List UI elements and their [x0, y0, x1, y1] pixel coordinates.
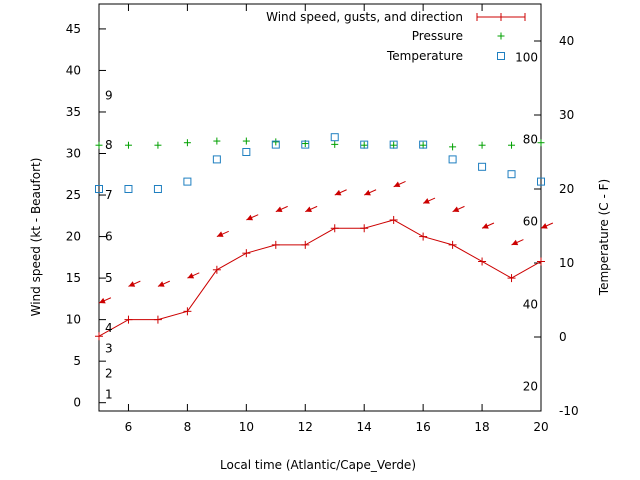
temperature-point	[95, 185, 103, 193]
y2-tick-label: 20	[559, 182, 574, 196]
temperature-point	[183, 177, 192, 186]
plot-frame	[98, 3, 542, 412]
wind-speed-line	[98, 219, 542, 337]
y-tick-label: 45	[66, 22, 81, 36]
temperature-point	[478, 162, 487, 171]
beaufort-label: 2	[105, 367, 113, 381]
wind-direction-arrowhead	[482, 223, 489, 229]
y2-tick-label: 10	[559, 256, 574, 270]
x-tick-label: 6	[125, 420, 133, 434]
wind-direction-arrowhead	[393, 181, 401, 188]
wind-direction-arrowhead	[423, 198, 430, 204]
temperature-point	[271, 140, 280, 149]
fahrenheit-label: 60	[523, 215, 538, 229]
wind-direction-arrowhead	[452, 206, 460, 212]
wind-direction-arrowhead	[187, 272, 195, 279]
fahrenheit-label: 80	[523, 132, 538, 146]
temperature-point	[242, 148, 251, 156]
series-layer	[95, 133, 554, 341]
temperature-point	[212, 155, 221, 164]
temperature-point	[507, 170, 516, 179]
y-tick-label: 5	[73, 354, 81, 368]
temperature-point	[301, 140, 310, 149]
legend-label-wind: Wind speed, gusts, and direction	[266, 10, 463, 24]
legend-sample-temperature	[497, 52, 505, 60]
x-tick-label: 14	[357, 420, 372, 434]
beaufort-label: 3	[105, 342, 113, 356]
beaufort-label: 4	[105, 321, 113, 335]
label-layer: Local time (Atlantic/Cape_Verde) Wind sp…	[29, 22, 611, 472]
beaufort-label: 7	[105, 188, 113, 202]
wind-direction-arrowhead	[275, 206, 283, 212]
wind-direction-arrowhead	[246, 214, 254, 221]
y2-axis-label: Temperature (C - F)	[597, 179, 611, 296]
x-tick-label: 10	[239, 420, 254, 434]
temperature-point	[419, 140, 428, 149]
x-tick-label: 12	[298, 420, 313, 434]
x-tick-label: 18	[474, 420, 489, 434]
fahrenheit-label: 40	[523, 297, 538, 311]
fahrenheit-label: 20	[523, 380, 538, 394]
y-tick-label: 20	[66, 230, 81, 244]
beaufort-label: 1	[105, 387, 113, 401]
y-tick-label: 40	[66, 63, 81, 77]
temperature-point	[389, 140, 398, 149]
legend-label-temperature: Temperature	[386, 49, 463, 63]
temperature-point	[124, 185, 133, 193]
temperature-point	[448, 155, 457, 164]
wind-direction-arrowhead	[157, 281, 165, 287]
legend: Wind speed, gusts, and direction Pressur…	[266, 10, 526, 63]
wind-direction-arrowhead	[128, 281, 136, 287]
y2-tick-label: 0	[559, 330, 567, 344]
wind-direction-arrowhead	[216, 231, 224, 237]
x-tick-label: 20	[533, 420, 548, 434]
y-tick-label: 15	[66, 271, 81, 285]
y2-tick-label: -10	[559, 404, 579, 418]
beaufort-label: 5	[105, 271, 113, 285]
beaufort-label: 6	[105, 230, 113, 244]
temperature-point	[330, 133, 339, 142]
wind-direction-arrowhead	[305, 206, 312, 212]
y-tick-label: 10	[66, 313, 81, 327]
wind-direction-arrowhead	[364, 189, 371, 196]
x-axis-label: Local time (Atlantic/Cape_Verde)	[220, 458, 416, 472]
fahrenheit-label: 100	[515, 50, 538, 64]
y2-tick-label: 30	[559, 108, 574, 122]
axes-layer	[98, 3, 542, 412]
y-axis-label: Wind speed (kt - Beaufort)	[29, 158, 43, 317]
y2-tick-label: 40	[559, 34, 574, 48]
legend-label-pressure: Pressure	[412, 29, 463, 43]
wind-direction-arrowhead	[334, 189, 342, 196]
x-tick-label: 8	[184, 420, 192, 434]
y-tick-label: 25	[66, 188, 81, 202]
beaufort-label: 9	[105, 88, 113, 102]
temperature-point	[537, 177, 545, 186]
wind-direction-arrowhead	[99, 297, 106, 304]
wind-direction-arrowhead	[511, 239, 519, 246]
temperature-point	[153, 185, 162, 193]
beaufort-label: 8	[105, 138, 113, 152]
wind-direction-arrowhead	[541, 223, 548, 229]
x-tick-label: 16	[415, 420, 430, 434]
y-tick-label: 0	[73, 396, 81, 410]
temperature-point	[360, 140, 369, 149]
y-tick-label: 30	[66, 147, 81, 161]
y-tick-label: 35	[66, 105, 81, 119]
